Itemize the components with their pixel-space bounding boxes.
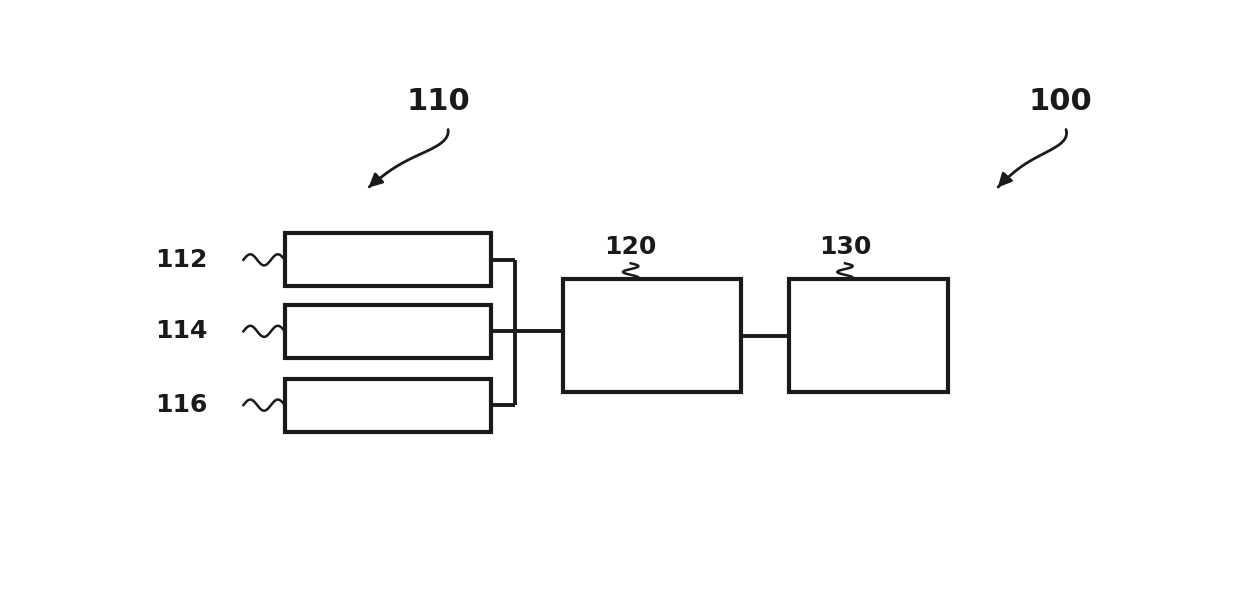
Text: 114: 114 bbox=[155, 319, 208, 343]
Text: 112: 112 bbox=[155, 247, 208, 271]
Bar bbox=[563, 279, 742, 392]
Bar bbox=[789, 279, 947, 392]
Text: 110: 110 bbox=[407, 87, 470, 116]
Text: 120: 120 bbox=[605, 235, 657, 259]
Bar bbox=[285, 379, 491, 432]
Bar bbox=[285, 233, 491, 286]
Text: 130: 130 bbox=[818, 235, 872, 259]
Text: 100: 100 bbox=[1028, 87, 1092, 116]
Bar bbox=[285, 305, 491, 358]
Text: 116: 116 bbox=[155, 393, 208, 417]
